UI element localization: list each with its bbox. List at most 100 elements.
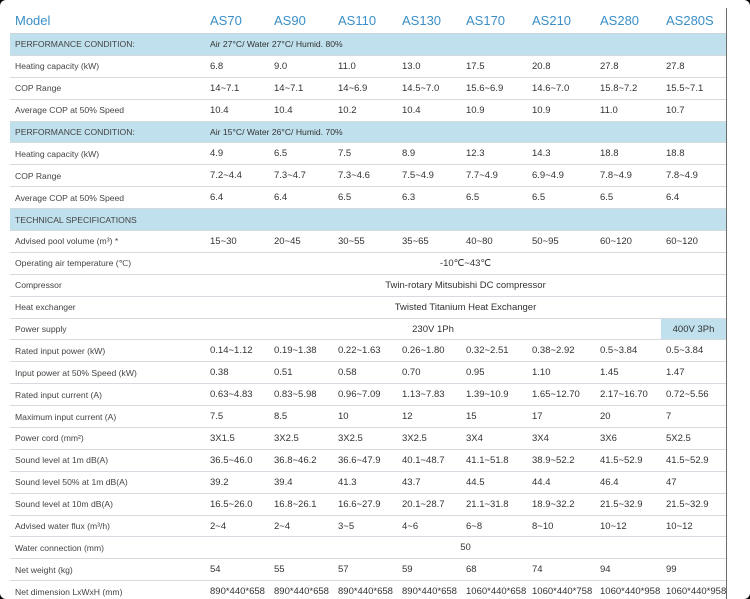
cell-value: 57 <box>333 558 397 582</box>
row-label: COP Range <box>10 164 205 188</box>
row-label: Heating capacity (kW) <box>10 55 205 78</box>
cell-value: 21.5~32.9 <box>661 493 726 516</box>
section-label: PERFORMANCE CONDITION: <box>10 121 205 144</box>
section-condition: Air 15°C/ Water 26°C/ Humid. 70% <box>205 121 726 144</box>
cell-value: 0.51 <box>269 361 333 385</box>
section-label: TECHNICAL SPECIFICATIONS <box>10 208 205 232</box>
cell-value: 41.1~51.8 <box>461 449 527 472</box>
row-label: Advised water flux (m³/h) <box>10 515 205 538</box>
cell-value: 14.3 <box>527 142 595 166</box>
cell-value: 94 <box>595 558 661 582</box>
cell-value: 12 <box>397 405 461 429</box>
cell-value: 2.17~16.70 <box>595 383 661 407</box>
row-label: Heating capacity (kW) <box>10 142 205 166</box>
cell-value: 3X2.5 <box>269 427 333 450</box>
table-row: Net dimension LxWxH (mm) 890*440*658 890*4… <box>10 580 726 599</box>
row-label: Water connection (mm) <box>10 536 205 560</box>
cell-value: 60~120 <box>595 230 661 253</box>
cell-value: 0.38~2.92 <box>527 339 595 363</box>
cell-value: 6.4 <box>269 186 333 210</box>
cell-value: 3~5 <box>333 515 397 538</box>
cell-value: 20.1~28.7 <box>397 493 461 516</box>
cell-value: 20.8 <box>527 55 595 78</box>
cell-value: 74 <box>527 558 595 582</box>
cell-value: 10.2 <box>333 99 397 122</box>
cell-value: 44.4 <box>527 471 595 494</box>
cell-value: 7.3~4.7 <box>269 164 333 188</box>
cell-value: 14~7.1 <box>269 77 333 100</box>
model-name: AS70 <box>205 8 269 34</box>
table-row: Maximum input current (A) 7.5 8.5 10 12 15 17 2… <box>10 405 726 429</box>
cell-value: 8.9 <box>397 142 461 166</box>
model-name: AS90 <box>269 8 333 34</box>
cell-value: 7.2~4.4 <box>205 164 269 188</box>
table-row: Sound level at 10m dB(A) 16.5~26.0 16.8~26… <box>10 493 726 516</box>
cell-value: 0.96~7.09 <box>333 383 397 407</box>
table-row: Advised pool volume (m³) * 15~30 20~45 30~5… <box>10 230 726 253</box>
cell-value: 10.4 <box>205 99 269 122</box>
cell-value: 41.5~52.9 <box>661 449 726 472</box>
merged-value: Twin-rotary Mitsubishi DC compressor <box>205 274 726 297</box>
cell-value: 40~80 <box>461 230 527 253</box>
cell-value: 15~30 <box>205 230 269 253</box>
cell-value: 20~45 <box>269 230 333 253</box>
model-name: AS210 <box>527 8 595 34</box>
model-name: AS170 <box>461 8 527 34</box>
merged-value: -10℃~43℃ <box>205 252 726 275</box>
cell-value: 7.3~4.6 <box>333 164 397 188</box>
cell-value: 6.5 <box>269 142 333 166</box>
cell-value: 6.5 <box>527 186 595 210</box>
cell-value: 7 <box>661 405 726 429</box>
cell-value: 55 <box>269 558 333 582</box>
cell-value: 50~95 <box>527 230 595 253</box>
cell-value: 10~12 <box>661 515 726 538</box>
row-label: Rated input current (A) <box>10 383 205 407</box>
model-name: AS110 <box>333 8 397 34</box>
cell-value: 5X2.5 <box>661 427 726 450</box>
model-name: AS280 <box>595 8 661 34</box>
section-row: TECHNICAL SPECIFICATIONS <box>10 208 726 232</box>
cell-value: 0.95 <box>461 361 527 385</box>
cell-value: 6.4 <box>661 186 726 210</box>
model-name: AS280S <box>661 8 726 34</box>
section-label: PERFORMANCE CONDITION: <box>10 33 205 56</box>
right-border <box>726 8 727 599</box>
cell-value: 40.1~48.7 <box>397 449 461 472</box>
cell-value: 0.38 <box>205 361 269 385</box>
cell-value: 12.3 <box>461 142 527 166</box>
model-name: AS130 <box>397 8 461 34</box>
table-row: Compressor Twin-rotary Mitsubishi DC comp… <box>10 274 726 297</box>
row-label: Power supply <box>10 318 205 341</box>
table-row: Water connection (mm) 50 <box>10 536 726 560</box>
cell-value: 13.0 <box>397 55 461 78</box>
cell-value: 0.63~4.83 <box>205 383 269 407</box>
cell-value: 2~4 <box>269 515 333 538</box>
cell-value: 890*440*658 <box>333 580 397 599</box>
cell-value: 27.8 <box>595 55 661 78</box>
cell-value: 0.72~5.56 <box>661 383 726 407</box>
cell-value: 27.8 <box>661 55 726 78</box>
table-row: Heating capacity (kW) 6.8 9.0 11.0 13.0 17.5 2… <box>10 55 726 78</box>
cell-value: 39.2 <box>205 471 269 494</box>
cell-value: 1.47 <box>661 361 726 385</box>
cell-value: 18.8 <box>661 142 726 166</box>
cell-value: 10 <box>333 405 397 429</box>
cell-value: 3X2.5 <box>333 427 397 450</box>
cell-value: 3X4 <box>461 427 527 450</box>
cell-value: 47 <box>661 471 726 494</box>
model-header-row: Model AS70 AS90 AS110 AS130 AS170 AS210 AS280 AS… <box>10 8 726 34</box>
cell-value: 16.5~26.0 <box>205 493 269 516</box>
table-row: Power supply 230V 1Ph 400V 3Ph <box>10 318 726 341</box>
cell-value: 2~4 <box>205 515 269 538</box>
cell-value: 7.5 <box>205 405 269 429</box>
cell-value: 35~65 <box>397 230 461 253</box>
cell-value: 10.9 <box>527 99 595 122</box>
cell-value: 41.3 <box>333 471 397 494</box>
cell-value: 7.5~4.9 <box>397 164 461 188</box>
cell-value: 3X6 <box>595 427 661 450</box>
row-label: COP Range <box>10 77 205 100</box>
cell-value: 0.58 <box>333 361 397 385</box>
cell-value: 4~6 <box>397 515 461 538</box>
cell-value: 0.5~3.84 <box>595 339 661 363</box>
row-label: Heat exchanger <box>10 296 205 319</box>
